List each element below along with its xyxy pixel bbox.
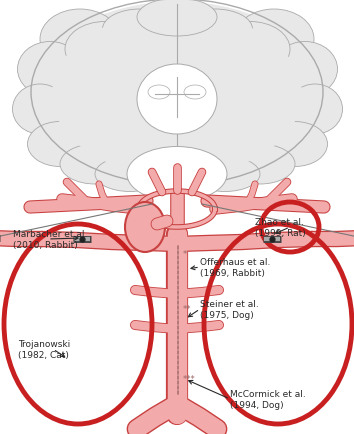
- Ellipse shape: [148, 86, 170, 100]
- Ellipse shape: [184, 86, 206, 100]
- Text: Marbacher et al.
(2010, Rabbit): Marbacher et al. (2010, Rabbit): [13, 230, 87, 250]
- Ellipse shape: [65, 23, 145, 77]
- Text: Steiner et al.
(1975, Dog): Steiner et al. (1975, Dog): [200, 299, 259, 319]
- Ellipse shape: [142, 164, 212, 204]
- Ellipse shape: [125, 203, 165, 253]
- Ellipse shape: [225, 145, 295, 184]
- Ellipse shape: [177, 10, 252, 50]
- Ellipse shape: [263, 122, 327, 167]
- Ellipse shape: [190, 157, 260, 192]
- Ellipse shape: [28, 122, 92, 167]
- Text: *: *: [183, 250, 187, 259]
- Ellipse shape: [17, 43, 82, 97]
- Ellipse shape: [95, 157, 165, 192]
- Ellipse shape: [273, 43, 337, 97]
- Ellipse shape: [103, 10, 177, 50]
- Text: **: **: [183, 305, 192, 314]
- Text: Offerhaus et al.
(1969, Rabbit): Offerhaus et al. (1969, Rabbit): [200, 257, 270, 277]
- Ellipse shape: [287, 85, 343, 135]
- Ellipse shape: [60, 145, 130, 184]
- Ellipse shape: [40, 10, 120, 70]
- Text: Trojanowski
(1982, Cat): Trojanowski (1982, Cat): [18, 339, 70, 359]
- Ellipse shape: [210, 23, 290, 77]
- Ellipse shape: [234, 10, 314, 70]
- Text: McCormick et al.
(1994, Dog): McCormick et al. (1994, Dog): [230, 389, 306, 409]
- Ellipse shape: [137, 65, 217, 135]
- Ellipse shape: [32, 3, 322, 187]
- Text: ***: ***: [183, 375, 196, 384]
- Ellipse shape: [52, 13, 302, 177]
- Text: Zhao et al.
(1999, Rat): Zhao et al. (1999, Rat): [255, 217, 306, 237]
- Ellipse shape: [137, 0, 217, 37]
- Ellipse shape: [12, 85, 68, 135]
- Ellipse shape: [127, 147, 227, 202]
